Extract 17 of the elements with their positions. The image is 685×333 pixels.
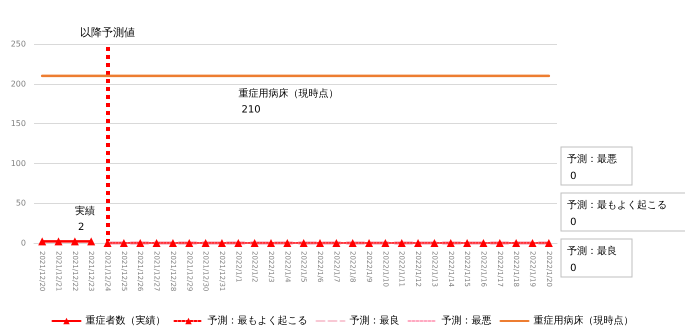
y-tick-label: 0: [20, 238, 26, 248]
legend-label: 重症用病床（現時点）: [534, 314, 634, 326]
y-tick-label: 50: [16, 198, 26, 208]
y-tick-label: 250: [10, 40, 26, 48]
y-tick-label: 100: [10, 158, 26, 168]
annotation: 重症用病床（現時点） 210: [238, 87, 338, 116]
text: 予測：最悪 0: [567, 153, 617, 182]
y-tick-label: 200: [10, 79, 26, 88]
text: 予測：最もよく起こる 0: [567, 199, 667, 228]
ref-line-label: 以降予測値: [80, 26, 136, 39]
legend-label: 予測：最もよく起こる: [208, 314, 308, 326]
legend-label: 予測：最悪: [442, 314, 492, 326]
annotation: 実績 2: [74, 204, 95, 233]
text: 予測：最良 0: [567, 245, 617, 274]
legend-label: 予測：最良: [350, 314, 400, 326]
legend-label: 重症者数（実績）: [86, 314, 166, 326]
y-tick-label: 150: [10, 119, 26, 128]
